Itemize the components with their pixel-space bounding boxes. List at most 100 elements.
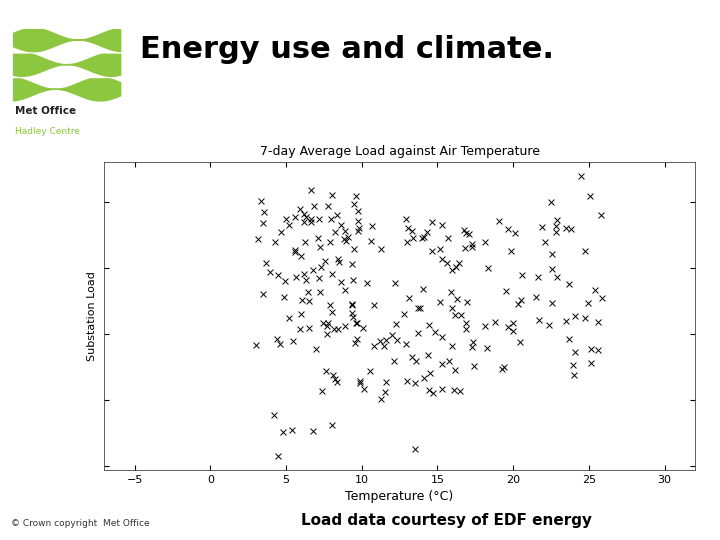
Point <box>468 338 480 346</box>
Point <box>318 318 329 327</box>
Point <box>305 215 317 224</box>
Point <box>515 338 526 347</box>
Point <box>347 313 359 321</box>
Point <box>398 309 410 318</box>
Point <box>307 266 319 275</box>
Point <box>307 426 318 435</box>
Point <box>450 263 462 272</box>
Point <box>467 342 478 351</box>
Point <box>314 214 325 223</box>
Point <box>579 314 590 322</box>
Point <box>256 197 267 205</box>
Point <box>305 218 317 226</box>
Point <box>413 303 424 312</box>
X-axis label: Temperature (°C): Temperature (°C) <box>346 490 454 503</box>
Point <box>339 226 351 235</box>
Point <box>446 266 458 274</box>
Point <box>545 198 557 207</box>
Point <box>500 286 512 295</box>
Point <box>550 222 562 231</box>
Point <box>351 192 362 200</box>
Point <box>353 217 364 226</box>
Point <box>375 395 387 403</box>
Point <box>567 361 578 369</box>
Point <box>530 293 541 301</box>
Point <box>311 345 323 354</box>
Point <box>423 321 435 330</box>
Point <box>532 273 544 281</box>
Point <box>493 217 505 226</box>
Point <box>455 310 467 319</box>
Point <box>354 224 365 233</box>
Point <box>369 301 380 309</box>
Point <box>459 244 471 252</box>
Point <box>378 341 390 350</box>
Point <box>357 323 369 332</box>
Point <box>423 386 435 395</box>
Point <box>585 345 597 354</box>
Point <box>381 378 392 387</box>
Point <box>273 271 284 279</box>
Point <box>585 359 596 367</box>
Point <box>289 212 301 221</box>
Point <box>317 387 328 395</box>
Text: Energy use and climate.: Energy use and climate. <box>140 35 554 64</box>
Point <box>388 357 400 366</box>
Point <box>327 270 338 279</box>
Point <box>449 386 460 395</box>
Point <box>300 238 311 246</box>
Point <box>579 246 590 255</box>
Point <box>281 215 292 224</box>
Point <box>406 226 418 235</box>
Point <box>347 275 359 284</box>
Point <box>290 272 302 281</box>
Point <box>298 270 310 279</box>
Point <box>333 258 344 266</box>
Point <box>278 428 289 437</box>
Point <box>392 336 403 345</box>
Y-axis label: Substation Load: Substation Load <box>87 271 96 361</box>
Title: 7-day Average Load against Air Temperature: 7-day Average Load against Air Temperatu… <box>260 145 539 158</box>
Point <box>435 298 446 307</box>
Point <box>303 323 315 332</box>
Point <box>283 314 294 322</box>
Point <box>321 330 333 339</box>
Point <box>546 299 558 307</box>
Point <box>322 319 333 328</box>
Point <box>410 356 421 365</box>
Point <box>354 379 366 388</box>
Point <box>444 356 455 365</box>
Text: © Crown copyright  Met Office: © Crown copyright Met Office <box>11 519 150 528</box>
Point <box>498 363 510 372</box>
Point <box>336 278 347 287</box>
Point <box>305 186 317 194</box>
Point <box>551 273 562 281</box>
Point <box>570 312 581 320</box>
Point <box>257 219 269 227</box>
Point <box>302 287 313 296</box>
Point <box>361 279 372 287</box>
Point <box>418 285 429 293</box>
Point <box>582 299 594 307</box>
Point <box>496 364 508 373</box>
Point <box>507 326 518 335</box>
Point <box>561 224 572 232</box>
Point <box>550 227 562 236</box>
Point <box>326 191 338 200</box>
Point <box>258 289 269 298</box>
Point <box>354 377 366 386</box>
Point <box>482 343 493 352</box>
Point <box>422 227 433 236</box>
Point <box>346 300 357 308</box>
Point <box>333 325 344 333</box>
Point <box>461 319 472 327</box>
Point <box>569 347 580 356</box>
Point <box>449 311 461 320</box>
Point <box>443 234 454 242</box>
Point <box>299 210 310 218</box>
Point <box>561 317 572 326</box>
Point <box>295 252 307 260</box>
Point <box>505 247 516 255</box>
Point <box>544 321 555 329</box>
Point <box>434 245 446 253</box>
